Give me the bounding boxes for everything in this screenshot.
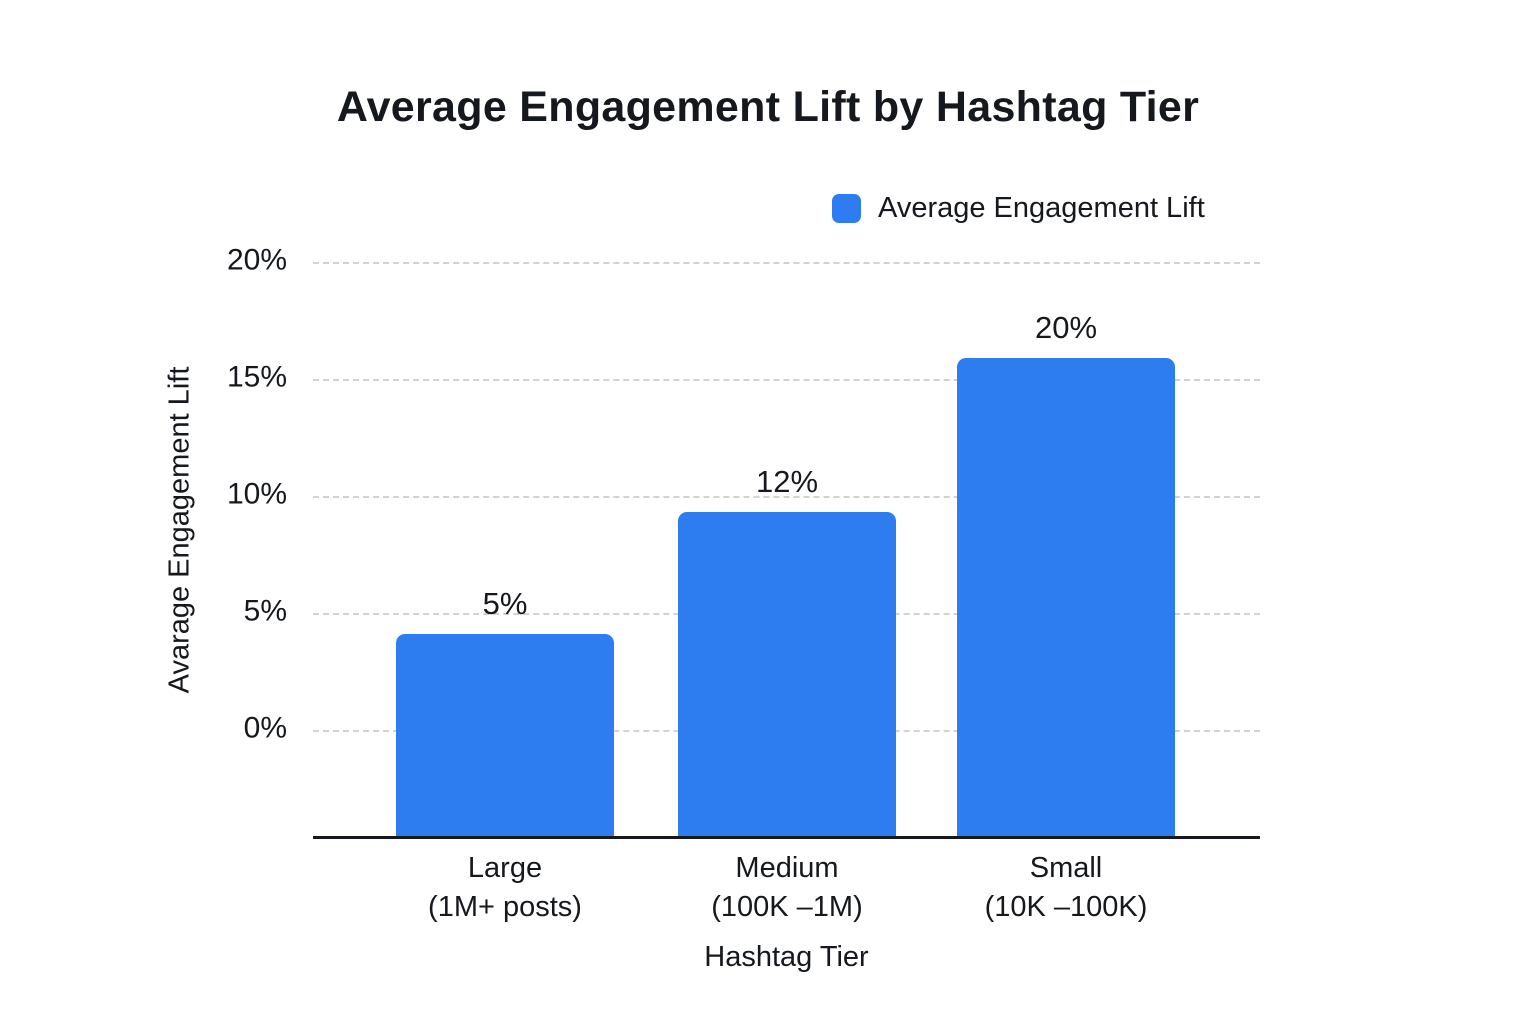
y-tick-label-0%: 0% xyxy=(243,711,287,745)
x-category-tier-name: Medium xyxy=(735,852,839,884)
x-axis-line xyxy=(313,836,1260,839)
x-category-tier-name: Small xyxy=(1029,852,1103,884)
x-category-label-small: Small (10K –100K) xyxy=(897,849,1235,927)
y-tick-label-10%: 10% xyxy=(226,477,287,511)
bar-large xyxy=(396,634,614,837)
x-category-tier-name: Large xyxy=(467,852,543,884)
gridline-10% xyxy=(313,496,1260,498)
bar-value-label-5%: 5% xyxy=(482,586,528,622)
x-axis-title: Hashtag Tier xyxy=(704,941,869,973)
bar-value-label-20%: 20% xyxy=(1034,309,1098,345)
x-category-tier-range: (100K –1M) xyxy=(711,891,863,923)
bar-value-label-12%: 12% xyxy=(755,464,819,500)
x-category-tier-range: (1M+ posts) xyxy=(428,891,582,923)
gridline-20% xyxy=(313,262,1260,264)
legend-swatch-icon xyxy=(832,194,861,223)
y-tick-label-20%: 20% xyxy=(226,243,287,277)
gridline-15% xyxy=(313,379,1260,381)
chart-title: Average Engagement Lift by Hashtag Tier xyxy=(336,83,1200,131)
x-category-tier-range: (10K –100K) xyxy=(984,891,1148,923)
x-category-label-medium: Medium (100K –1M) xyxy=(618,849,956,927)
legend: Average Engagement Lift xyxy=(832,192,1205,224)
y-tick-label-15%: 15% xyxy=(226,360,287,394)
y-axis-title: Avarage Engagement Lift xyxy=(163,366,196,694)
bar-small xyxy=(957,357,1175,837)
legend-label: Average Engagement Lift xyxy=(878,192,1205,224)
bar-medium xyxy=(678,512,896,837)
y-tick-label-5%: 5% xyxy=(243,594,287,628)
x-category-label-large: Large (1M+ posts) xyxy=(336,849,674,927)
